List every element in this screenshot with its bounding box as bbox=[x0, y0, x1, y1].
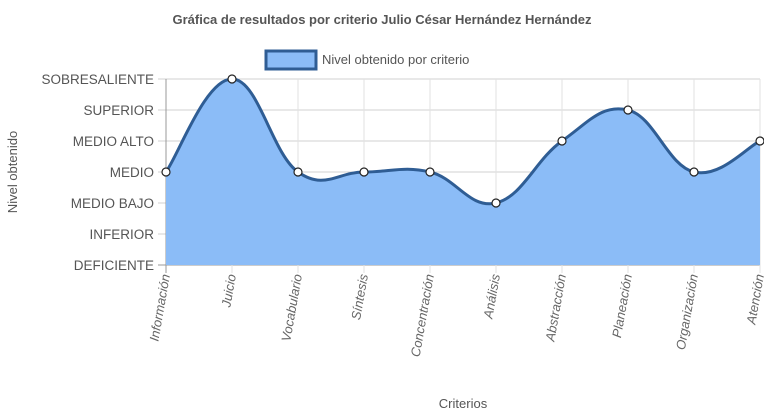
data-point[interactable] bbox=[689, 167, 699, 177]
data-point[interactable] bbox=[491, 198, 501, 208]
legend-label: Nivel obtenido por criterio bbox=[322, 52, 469, 67]
data-point[interactable] bbox=[293, 167, 303, 177]
data-point[interactable] bbox=[161, 167, 171, 177]
legend[interactable]: Nivel obtenido por criterio bbox=[264, 49, 469, 71]
data-point[interactable] bbox=[227, 74, 237, 84]
series-line bbox=[164, 77, 761, 206]
y-axis-label: Nivel obtenido bbox=[5, 131, 20, 213]
y-tick-label: MEDIO BAJO bbox=[71, 196, 154, 211]
x-tick-label: Juicio bbox=[218, 273, 239, 309]
y-tick-label: DEFICIENTE bbox=[74, 258, 154, 273]
x-tick-label: Vocabulario bbox=[278, 273, 305, 343]
y-tick-label: SOBRESALIENTE bbox=[41, 72, 154, 87]
x-tick-labels: Información Juicio Vocabulario Síntesis Conc… bbox=[146, 272, 764, 358]
x-tick-label: Atención bbox=[743, 273, 764, 326]
data-point[interactable] bbox=[755, 136, 764, 146]
y-tick-label: SUPERIOR bbox=[83, 103, 154, 118]
x-axis-label: Criterios bbox=[439, 396, 488, 411]
x-tick-label: Planeación bbox=[609, 273, 635, 339]
y-tick-labels: DEFICIENTE INFERIOR MEDIO BAJO MEDIO MEDIO A… bbox=[41, 72, 154, 273]
y-tick-label: MEDIO bbox=[110, 165, 154, 180]
y-tick-label: INFERIOR bbox=[89, 227, 154, 242]
data-area bbox=[164, 77, 761, 265]
chart-title: Gráfica de resultados por criterio Julio… bbox=[172, 12, 592, 27]
data-point[interactable] bbox=[425, 167, 435, 177]
y-tick-label: MEDIO ALTO bbox=[73, 134, 154, 149]
x-tick-label: Organización bbox=[673, 273, 701, 351]
x-tick-label: Síntesis bbox=[348, 272, 371, 321]
data-point[interactable] bbox=[623, 105, 633, 115]
data-point[interactable] bbox=[557, 136, 567, 146]
x-tick-label: Abstracción bbox=[542, 273, 569, 343]
x-tick-label: Análisis bbox=[480, 272, 503, 320]
data-points bbox=[161, 74, 764, 208]
legend-swatch bbox=[264, 49, 318, 71]
x-tick-label: Concentración bbox=[408, 273, 437, 358]
data-point[interactable] bbox=[359, 167, 369, 177]
x-tick-label: Información bbox=[146, 273, 173, 342]
series-area bbox=[166, 79, 760, 265]
